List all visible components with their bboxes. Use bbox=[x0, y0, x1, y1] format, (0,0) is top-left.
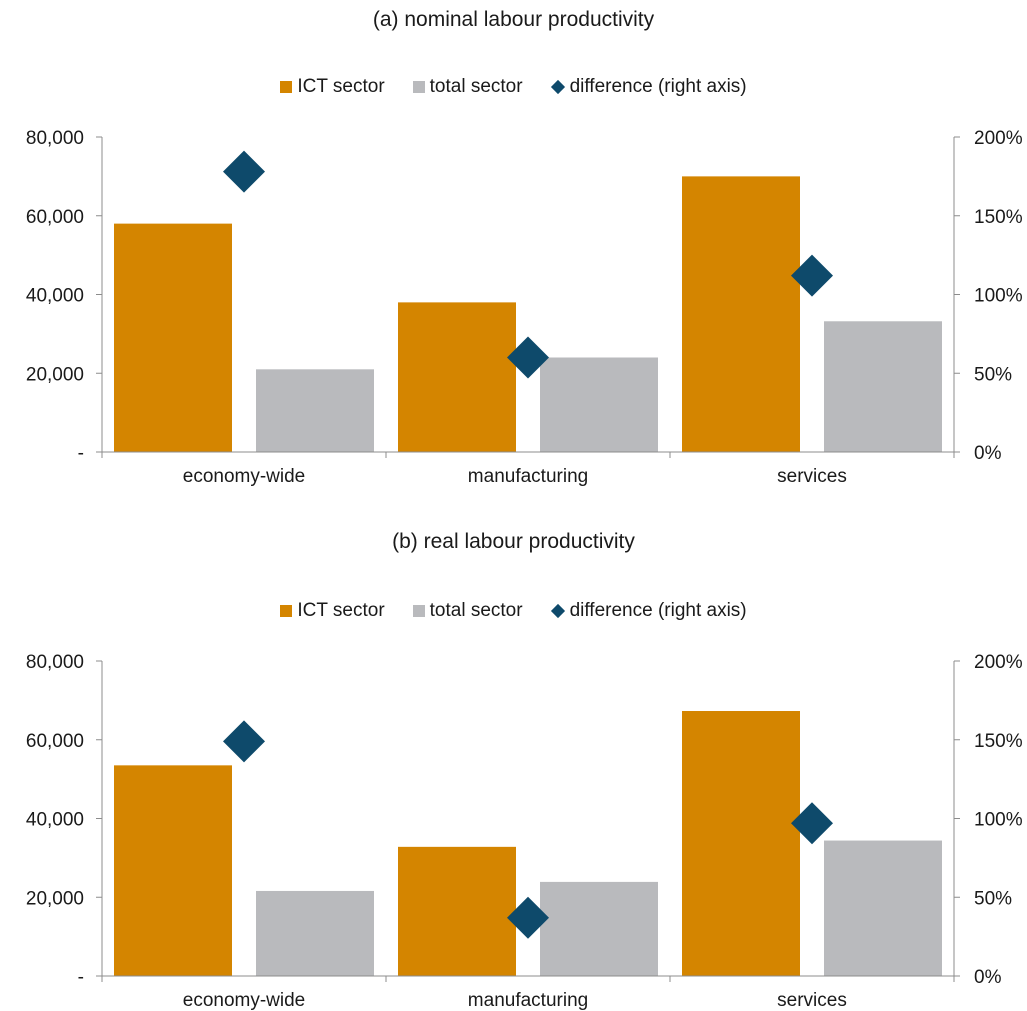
bar-ict-sector bbox=[682, 711, 800, 976]
bar-ict-sector bbox=[114, 765, 232, 976]
bar-total-sector bbox=[824, 321, 942, 452]
y2-tick-label: 50% bbox=[974, 888, 1012, 909]
y-tick-label: 20,000 bbox=[26, 364, 84, 385]
legend: ICT sector total sector difference (righ… bbox=[0, 600, 1027, 622]
bar-total-sector bbox=[256, 890, 374, 976]
y2-tick-label: 0% bbox=[974, 967, 1002, 988]
y-tick-label: - bbox=[78, 967, 84, 988]
y-tick-label: 60,000 bbox=[26, 731, 84, 752]
difference-marker bbox=[791, 254, 833, 297]
legend-item-ict: ICT sector bbox=[280, 76, 385, 98]
y-tick-label: 80,000 bbox=[26, 128, 84, 149]
plot-area: - 20,000 40,000 60,000 80,000 0% 50% 100% 150% 20… bbox=[26, 652, 1023, 1011]
chart-panel-real: (b) real labour productivity ICT sector … bbox=[0, 522, 1027, 1011]
difference-marker bbox=[223, 720, 265, 763]
difference-marker bbox=[223, 150, 265, 193]
bar-total-sector bbox=[540, 881, 658, 976]
y-tick-label: 40,000 bbox=[26, 286, 84, 307]
legend-label-ict: ICT sector bbox=[297, 600, 385, 621]
legend-swatch-total bbox=[412, 605, 425, 617]
difference-marker bbox=[791, 802, 833, 845]
y2-tick-label: 150% bbox=[974, 207, 1023, 228]
chart-title: (b) real labour productivity bbox=[392, 530, 635, 553]
y-tick-label: - bbox=[78, 443, 84, 464]
chart-panel-nominal: (a) nominal labour productivity ICT sect… bbox=[0, 0, 1027, 505]
x-tick-label: economy-wide bbox=[183, 466, 306, 487]
difference-marker bbox=[507, 336, 549, 379]
x-tick-label: services bbox=[777, 466, 847, 487]
y2-tick-label: 200% bbox=[974, 652, 1023, 673]
legend-swatch-ict bbox=[280, 81, 293, 93]
y-tick-label: 60,000 bbox=[26, 207, 84, 228]
y-tick-label: 80,000 bbox=[26, 652, 84, 673]
y-tick-label: 40,000 bbox=[26, 810, 84, 831]
y2-tick-label: 100% bbox=[974, 810, 1023, 831]
y2-tick-label: 50% bbox=[974, 364, 1012, 385]
legend-label-total: total sector bbox=[429, 76, 523, 97]
plot-area: - 20,000 40,000 60,000 80,000 0% 50% 100% 150% 20… bbox=[26, 128, 1023, 487]
bar-total-sector bbox=[540, 357, 658, 452]
bar-ict-sector bbox=[398, 302, 516, 452]
legend-item-ict: ICT sector bbox=[280, 600, 385, 622]
x-tick-label: manufacturing bbox=[468, 990, 588, 1011]
legend-label-ict: ICT sector bbox=[297, 76, 385, 97]
bar-total-sector bbox=[824, 840, 942, 976]
legend-item-difference: difference (right axis) bbox=[550, 600, 747, 622]
difference-marker bbox=[507, 896, 549, 939]
bar-ict-sector bbox=[682, 176, 800, 452]
legend-label-difference: difference (right axis) bbox=[569, 600, 747, 621]
x-tick-label: manufacturing bbox=[468, 466, 588, 487]
legend-item-difference: difference (right axis) bbox=[550, 76, 747, 98]
y2-tick-label: 0% bbox=[974, 443, 1002, 464]
legend-label-difference: difference (right axis) bbox=[569, 76, 747, 97]
x-tick-label: services bbox=[777, 990, 847, 1011]
y2-tick-label: 200% bbox=[974, 128, 1023, 149]
y-tick-label: 20,000 bbox=[26, 888, 84, 909]
legend-swatch-ict bbox=[280, 605, 293, 617]
legend: ICT sector total sector difference (righ… bbox=[0, 76, 1027, 98]
chart-title: (a) nominal labour productivity bbox=[372, 8, 655, 31]
legend-item-total: total sector bbox=[412, 600, 523, 622]
bar-total-sector bbox=[256, 369, 374, 452]
bar-ict-sector bbox=[398, 846, 516, 976]
bar-ict-sector bbox=[114, 223, 232, 452]
legend-label-total: total sector bbox=[429, 600, 523, 621]
y2-tick-label: 100% bbox=[974, 286, 1023, 307]
x-tick-label: economy-wide bbox=[183, 990, 306, 1011]
y2-tick-label: 150% bbox=[974, 731, 1023, 752]
legend-item-total: total sector bbox=[412, 76, 523, 98]
legend-swatch-total bbox=[412, 81, 425, 93]
